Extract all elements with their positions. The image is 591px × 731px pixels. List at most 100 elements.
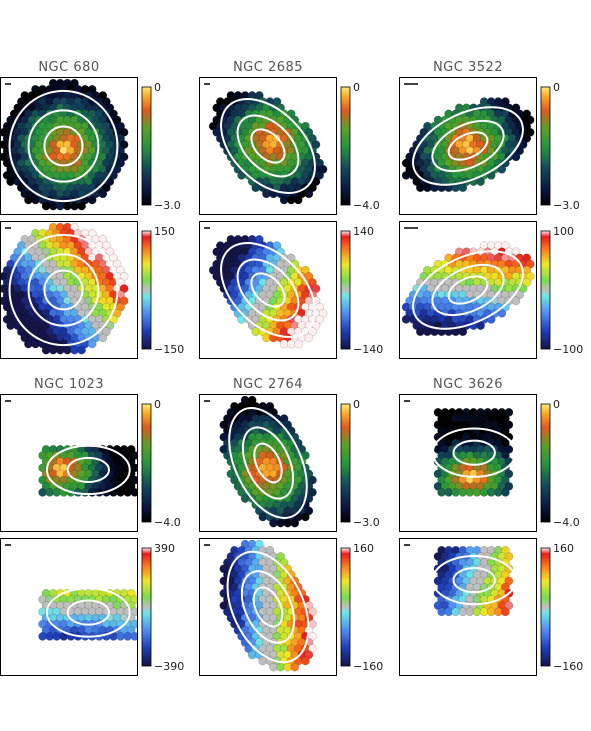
colorbar: [141, 230, 152, 350]
colorbar-min-label: −3.0: [353, 516, 380, 529]
colorbar-min-label: −4.0: [353, 199, 380, 212]
isophote-ellipse: [250, 272, 286, 308]
panel-frame: [399, 394, 537, 532]
panel-1: NGC 680 0 −3.0: [0, 60, 181, 215]
colorbar-max-label: 0: [154, 398, 161, 411]
colorbar-min-label: −140: [353, 343, 383, 356]
colorbar-max-label: 140: [353, 225, 374, 238]
isophote-ellipse: [236, 114, 300, 178]
isophote-ellipse: [236, 258, 300, 322]
panel-10: 390 −390: [0, 538, 184, 676]
panel-frame: [399, 221, 537, 359]
isophote-ellipse: [27, 109, 100, 183]
colorbar-max-label: 0: [553, 398, 560, 411]
hex-map: [431, 408, 517, 497]
isophote-ellipse: [43, 269, 84, 311]
panel-frame: [0, 77, 138, 215]
panel-11: 160 −160: [199, 538, 383, 676]
spaxel: [308, 327, 317, 337]
hex-map: [0, 222, 129, 355]
isophote-ellipse: [27, 253, 100, 327]
colorbar: [540, 86, 551, 206]
spaxel: [102, 327, 111, 337]
isophote-ellipse: [220, 98, 316, 194]
colorbar-min-label: −3.0: [553, 199, 580, 212]
spaxel: [511, 152, 521, 162]
isophote-ellipse: [252, 586, 284, 628]
spaxel: [87, 195, 97, 205]
colorbar: [340, 86, 351, 206]
panel-title: NGC 2764: [233, 377, 303, 392]
panel-6: 100 −100: [399, 221, 583, 359]
spaxel: [501, 607, 510, 617]
hex-map: [208, 235, 328, 349]
colorbar: [141, 403, 152, 523]
isophote-ellipse: [431, 554, 517, 606]
panel-9: NGC 3626 0 −4.0: [399, 377, 580, 532]
colorbar-max-label: 150: [154, 225, 175, 238]
spaxel: [308, 644, 317, 654]
spaxel: [497, 164, 507, 174]
isophote-ellipse: [412, 250, 524, 330]
colorbar-min-label: −390: [154, 660, 184, 673]
spaxel: [130, 463, 138, 473]
spaxel: [116, 158, 125, 168]
spaxel: [301, 512, 310, 522]
panel-3: NGC 3522 0 −3.0: [399, 60, 580, 215]
isophote-ellipse: [447, 275, 489, 305]
panel-frame: [399, 538, 537, 676]
spaxel: [308, 607, 317, 617]
panel-title: NGC 680: [38, 60, 99, 75]
spaxel: [522, 134, 532, 143]
panel-title: NGC 3522: [433, 60, 503, 75]
spaxel: [130, 488, 138, 497]
spaxel: [315, 315, 324, 324]
isophote-ellipse: [250, 128, 286, 164]
hex-map: [431, 546, 517, 617]
panel-title: NGC 3626: [433, 377, 503, 392]
spaxel: [290, 662, 300, 672]
spaxel: [116, 302, 125, 312]
panel-5: 140 −140: [199, 221, 383, 359]
panel-frame: [199, 394, 337, 532]
spaxel: [458, 183, 468, 192]
colorbar: [340, 403, 351, 523]
spaxel: [315, 171, 324, 180]
spaxel: [476, 321, 485, 330]
spaxel: [458, 327, 468, 337]
panel-8: NGC 2764 0 −3.0: [199, 377, 380, 532]
spaxel: [77, 345, 86, 355]
panel-4: 150 −150: [0, 221, 184, 359]
isophote-ellipse: [8, 233, 119, 347]
isophote-ellipse: [447, 131, 489, 161]
colorbar-max-label: 0: [353, 81, 360, 94]
colorbar-max-label: 0: [553, 81, 560, 94]
isophote-ellipse: [66, 599, 111, 626]
panel-2: NGC 2685 0 −4.0: [199, 60, 380, 215]
colorbar: [141, 547, 152, 667]
colorbar: [540, 547, 551, 667]
isophote-ellipse: [45, 587, 131, 638]
colorbar-max-label: 0: [353, 398, 360, 411]
spaxel: [293, 339, 303, 349]
panel-frame: [199, 538, 337, 676]
hex-map: [208, 91, 328, 205]
spaxel: [522, 278, 532, 287]
colorbar: [540, 230, 551, 350]
panel-frame: [399, 77, 537, 215]
spaxel: [293, 195, 303, 205]
hex-map: [401, 241, 535, 337]
panel-title: NGC 1023: [34, 377, 104, 392]
spaxel: [87, 339, 97, 349]
panel-frame: [0, 221, 138, 359]
panel-frame: [0, 538, 138, 676]
panel-12: 160 −160: [399, 538, 583, 676]
isophote-ellipse: [228, 407, 308, 519]
isophote-ellipse: [66, 456, 111, 483]
spaxel: [102, 183, 111, 192]
hex-map: [219, 395, 317, 528]
spaxel: [501, 488, 510, 497]
spaxel: [476, 177, 485, 186]
spaxel: [130, 595, 138, 604]
